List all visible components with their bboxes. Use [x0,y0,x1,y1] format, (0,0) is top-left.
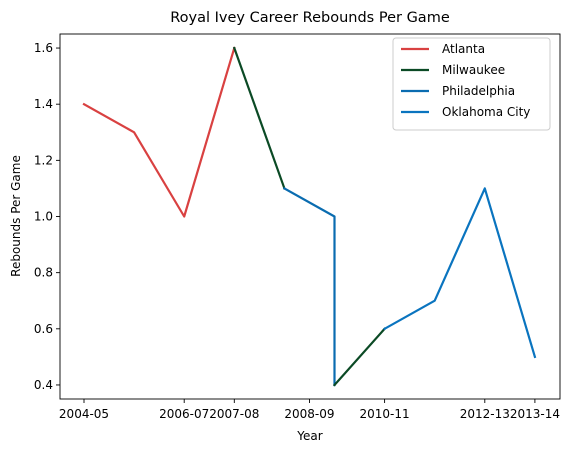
y-tick-label: 1.6 [34,41,53,55]
y-tick-label: 1.0 [34,210,53,224]
series-line-milwaukee [232,46,286,190]
x-tick-label: 2006-07 [159,407,209,421]
x-tick-label: 2012-13 [460,407,510,421]
y-tick-label: 0.8 [34,266,53,280]
y-tick-label: 0.4 [34,378,53,392]
x-tick-label: 2008-09 [284,407,334,421]
series-line-milwaukee [332,327,387,387]
legend-label: Oklahoma City [442,105,530,119]
legend-label: Atlanta [442,42,485,56]
x-tick-label: 2004-05 [59,407,109,421]
x-tick-label: 2010-11 [360,407,410,421]
y-axis-title: Rebounds Per Game [9,155,23,277]
y-tick-label: 1.2 [34,153,53,167]
legend: Atlanta Milwaukee Philadelphia Oklahoma Cit… [392,37,551,131]
legend-label: Milwaukee [442,63,505,77]
series-line-oklahoma-city [383,187,537,359]
legend-box [392,37,551,131]
y-axis: 0.4 0.6 0.8 1.0 1.2 1.4 1.6 [34,41,60,392]
chart-title: Royal Ivey Career Rebounds Per Game [170,10,450,26]
series-line-philadelphia [282,186,336,387]
x-tick-label: 2007-08 [209,407,259,421]
x-tick-label: 2013-14 [510,407,560,421]
series-line-atlanta [82,46,236,218]
legend-label: Philadelphia [442,84,515,98]
y-tick-label: 0.6 [34,322,53,336]
x-axis-title: Year [296,429,322,443]
y-tick-label: 1.4 [34,97,53,111]
series-lines [82,46,537,387]
x-axis: 2004-05 2006-07 2007-08 2008-09 2010-11 2012-… [59,399,560,421]
